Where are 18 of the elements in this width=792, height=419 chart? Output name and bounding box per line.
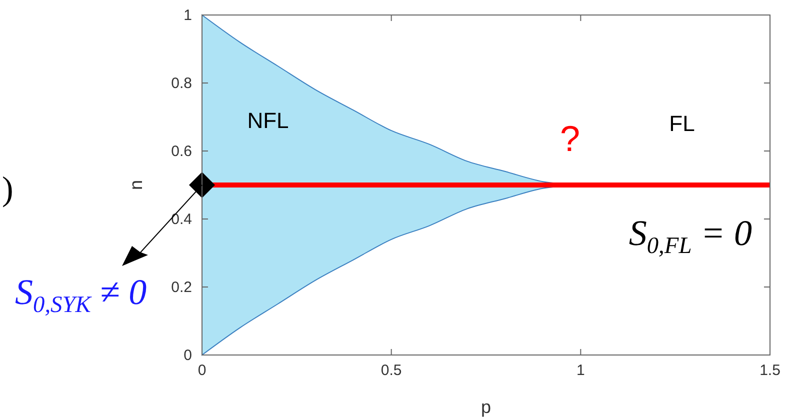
y-tick-label: 0.8 <box>171 75 192 92</box>
text: ) <box>2 171 14 208</box>
x-axis-title: p <box>480 397 492 417</box>
y-tick-label: 0.2 <box>171 279 192 296</box>
annotation: FL <box>669 111 695 136</box>
annotation: NFL <box>247 108 289 133</box>
x-tick-label: 0 <box>198 362 206 379</box>
y-axis-title: n <box>126 180 146 190</box>
x-tick-label: 1.5 <box>760 362 780 379</box>
x-tick-label: 0.5 <box>380 362 402 379</box>
y-tick-label: 0.4 <box>171 211 192 228</box>
annotation: S$_{0,SYK}$ ≠ 0 <box>15 272 147 318</box>
annotation: ? <box>560 118 580 159</box>
y-tick-label: 1 <box>184 7 192 24</box>
x-tick-label: 1 <box>576 362 585 379</box>
annotation: S$_{0,FL}$ = 0 <box>628 213 752 259</box>
y-tick-label: 0.6 <box>171 143 192 160</box>
y-tick-label: 0 <box>184 347 192 364</box>
